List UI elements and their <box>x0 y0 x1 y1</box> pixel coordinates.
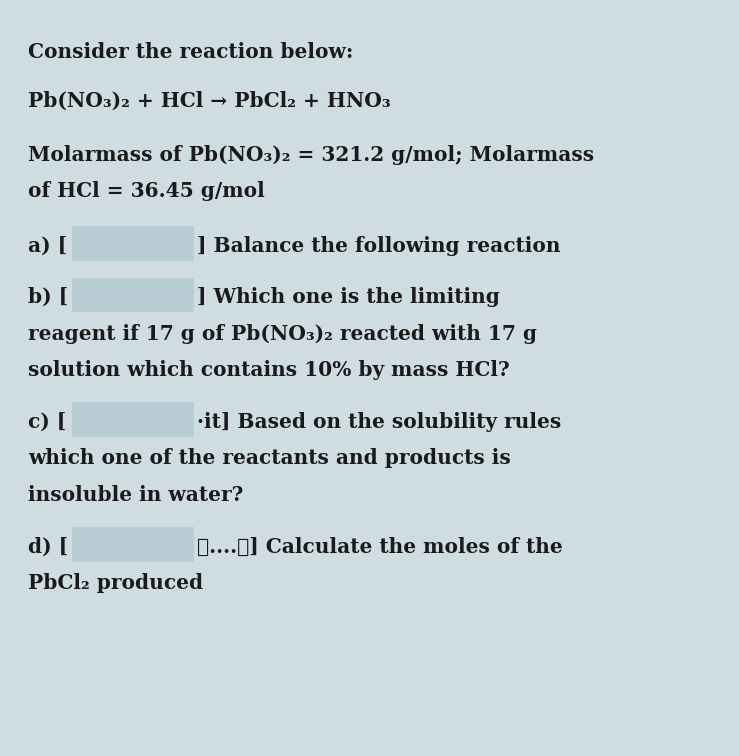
Text: reagent if 17 g of Pb(NO₃)₂ reacted with 17 g: reagent if 17 g of Pb(NO₃)₂ reacted with… <box>28 324 537 343</box>
Text: of HCl = 36.45 g/mol: of HCl = 36.45 g/mol <box>28 181 265 201</box>
Text: Consider the reaction below:: Consider the reaction below: <box>28 42 353 61</box>
Bar <box>72 527 194 562</box>
Text: solution which contains 10% by mass HCl?: solution which contains 10% by mass HCl? <box>28 360 510 380</box>
Text: which one of the reactants and products is: which one of the reactants and products … <box>28 448 511 468</box>
Text: ج....ل] Calculate the moles of the: ج....ل] Calculate the moles of the <box>197 537 563 556</box>
Bar <box>72 277 194 312</box>
Text: Molarmass of Pb(NO₃)₂ = 321.2 g/mol; Molarmass: Molarmass of Pb(NO₃)₂ = 321.2 g/mol; Mol… <box>28 145 594 165</box>
Text: b) [: b) [ <box>28 287 68 307</box>
Text: insoluble in water?: insoluble in water? <box>28 485 243 504</box>
Text: Pb(NO₃)₂ + HCl → PbCl₂ + HNO₃: Pb(NO₃)₂ + HCl → PbCl₂ + HNO₃ <box>28 91 391 110</box>
Text: PbCl₂ produced: PbCl₂ produced <box>28 573 203 593</box>
Text: a) [: a) [ <box>28 236 67 256</box>
Text: ] Which one is the limiting: ] Which one is the limiting <box>197 287 500 307</box>
Text: ] Balance the following reaction: ] Balance the following reaction <box>197 236 561 256</box>
Bar <box>72 226 194 261</box>
Bar <box>72 402 194 437</box>
Text: ·it] Based on the solubility rules: ·it] Based on the solubility rules <box>197 412 562 432</box>
Text: d) [: d) [ <box>28 537 68 556</box>
Text: c) [: c) [ <box>28 412 67 432</box>
